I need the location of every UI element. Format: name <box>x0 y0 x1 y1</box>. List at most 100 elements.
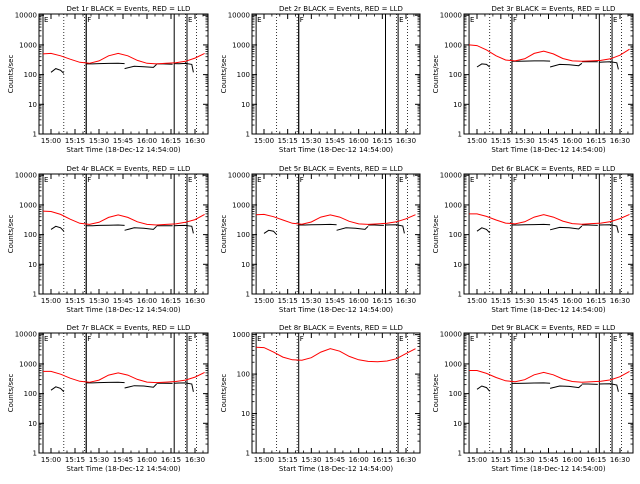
chart-title: Det 7r BLACK = Events, RED = LLD <box>67 324 191 332</box>
y-tick-label: 1000 <box>19 201 37 209</box>
y-tick-label: 1000 <box>19 360 37 368</box>
region-marker-label: E <box>399 176 403 184</box>
series-line-events <box>86 382 124 383</box>
chart-title: Det 4r BLACK = Events, RED = LLD <box>67 165 191 173</box>
series-line-events <box>550 385 582 389</box>
x-tick-label: 16:30 <box>185 137 205 145</box>
region-marker-label: E <box>399 335 403 343</box>
x-tick-label: 15:15 <box>491 297 511 305</box>
region-marker-label: E <box>613 16 617 24</box>
plot-frame <box>252 333 420 453</box>
chart-panel-8: Det 8r BLACK = Events, RED = LLD11010010… <box>220 324 420 473</box>
region-marker-label: F <box>300 16 304 24</box>
y-tick-label: 1 <box>33 291 37 299</box>
chart-panel-6: Det 6r BLACK = Events, RED = LLD11010010… <box>432 165 633 314</box>
chart-title: Det 6r BLACK = Events, RED = LLD <box>492 165 616 173</box>
y-tick-label: 10000 <box>15 172 37 180</box>
x-tick-label: 15:45 <box>538 297 558 305</box>
x-tick-label: 16:30 <box>396 137 416 145</box>
x-tick-label: 15:00 <box>254 297 274 305</box>
y-tick-label: 1 <box>458 291 462 299</box>
x-tick-label: 15:30 <box>301 137 321 145</box>
x-axis-label: Start Time (18-Dec-12 14:54:00) <box>279 465 393 473</box>
x-tick-label: 15:15 <box>278 137 298 145</box>
region-marker-label: E <box>470 335 474 343</box>
x-tick-label: 16:15 <box>586 137 606 145</box>
x-tick-label: 15:00 <box>254 456 274 464</box>
series-line-events <box>512 224 550 225</box>
series-line-lld <box>469 214 629 224</box>
x-tick-label: 15:15 <box>491 137 511 145</box>
x-tick-label: 16:00 <box>349 297 369 305</box>
y-tick-label: 100 <box>449 231 462 239</box>
x-tick-label: 15:15 <box>65 137 85 145</box>
x-tick-label: 15:00 <box>467 137 487 145</box>
chart-title: Det 9r BLACK = Events, RED = LLD <box>492 324 616 332</box>
series-line-events <box>299 224 337 225</box>
series-line-events <box>599 225 618 233</box>
x-tick-label: 16:15 <box>161 297 181 305</box>
y-tick-label: 10 <box>241 101 250 109</box>
x-tick-label: 16:30 <box>185 297 205 305</box>
y-tick-label: 10 <box>453 101 462 109</box>
region-marker-label: F <box>513 335 517 343</box>
y-axis-label: Counts/sec <box>220 215 228 254</box>
series-line-events <box>86 63 124 64</box>
x-tick-label: 16:00 <box>562 137 582 145</box>
x-tick-label: 15:00 <box>254 137 274 145</box>
chart-panel-3: Det 3r BLACK = Events, RED = LLD11010010… <box>432 5 633 154</box>
series-line-events <box>51 226 64 231</box>
region-marker-label: F <box>87 16 91 24</box>
y-tick-label: 10000 <box>440 331 462 339</box>
y-tick-label: 100 <box>449 390 462 398</box>
y-tick-label: 100 <box>24 231 37 239</box>
x-tick-label: 15:45 <box>325 137 345 145</box>
y-tick-label: 10 <box>241 261 250 269</box>
region-marker-label: E <box>257 335 261 343</box>
x-axis-label: Start Time (18-Dec-12 14:54:00) <box>491 146 605 154</box>
x-tick-label: 16:15 <box>586 456 606 464</box>
region-marker-label: E <box>399 16 403 24</box>
series-line-lld <box>43 211 205 225</box>
x-tick-label: 15:00 <box>41 297 61 305</box>
region-marker-label: E <box>257 176 261 184</box>
chart-panel-2: Det 2r BLACK = Events, RED = LLD11010010… <box>220 5 420 154</box>
x-tick-label: 15:30 <box>89 137 109 145</box>
x-tick-label: 15:45 <box>113 137 133 145</box>
x-tick-label: 16:00 <box>349 137 369 145</box>
series-line-events <box>550 63 582 67</box>
region-marker-label: F <box>300 335 304 343</box>
x-tick-label: 15:45 <box>325 297 345 305</box>
x-tick-label: 16:00 <box>349 456 369 464</box>
series-line-events <box>599 384 618 392</box>
series-line-lld <box>43 53 205 64</box>
y-tick-label: 1 <box>458 450 462 458</box>
y-axis-label: Counts/sec <box>432 55 440 94</box>
y-tick-label: 1 <box>33 450 37 458</box>
plot-frame <box>252 14 420 134</box>
y-tick-label: 10000 <box>15 12 37 20</box>
x-tick-label: 16:30 <box>610 297 630 305</box>
series-line-events <box>125 64 157 68</box>
x-axis-label: Start Time (18-Dec-12 14:54:00) <box>66 146 180 154</box>
x-tick-label: 15:30 <box>89 456 109 464</box>
x-tick-label: 16:00 <box>562 456 582 464</box>
x-tick-label: 15:00 <box>467 456 487 464</box>
series-line-lld <box>469 45 629 61</box>
series-line-events <box>477 64 490 67</box>
y-tick-label: 1 <box>458 131 462 139</box>
y-tick-label: 10 <box>28 261 37 269</box>
series-line-events <box>477 228 490 233</box>
x-tick-label: 16:30 <box>610 137 630 145</box>
x-tick-label: 15:30 <box>89 297 109 305</box>
y-tick-label: 100 <box>449 71 462 79</box>
region-marker-label: E <box>613 176 617 184</box>
x-tick-label: 15:15 <box>278 456 298 464</box>
plot-frame <box>39 333 208 453</box>
y-axis-label: Counts/sec <box>7 215 15 254</box>
x-tick-label: 16:15 <box>372 456 392 464</box>
chart-title: Det 5r BLACK = Events, RED = LLD <box>279 165 403 173</box>
x-tick-label: 16:15 <box>161 137 181 145</box>
x-tick-label: 16:15 <box>372 297 392 305</box>
series-line-events <box>264 230 277 234</box>
